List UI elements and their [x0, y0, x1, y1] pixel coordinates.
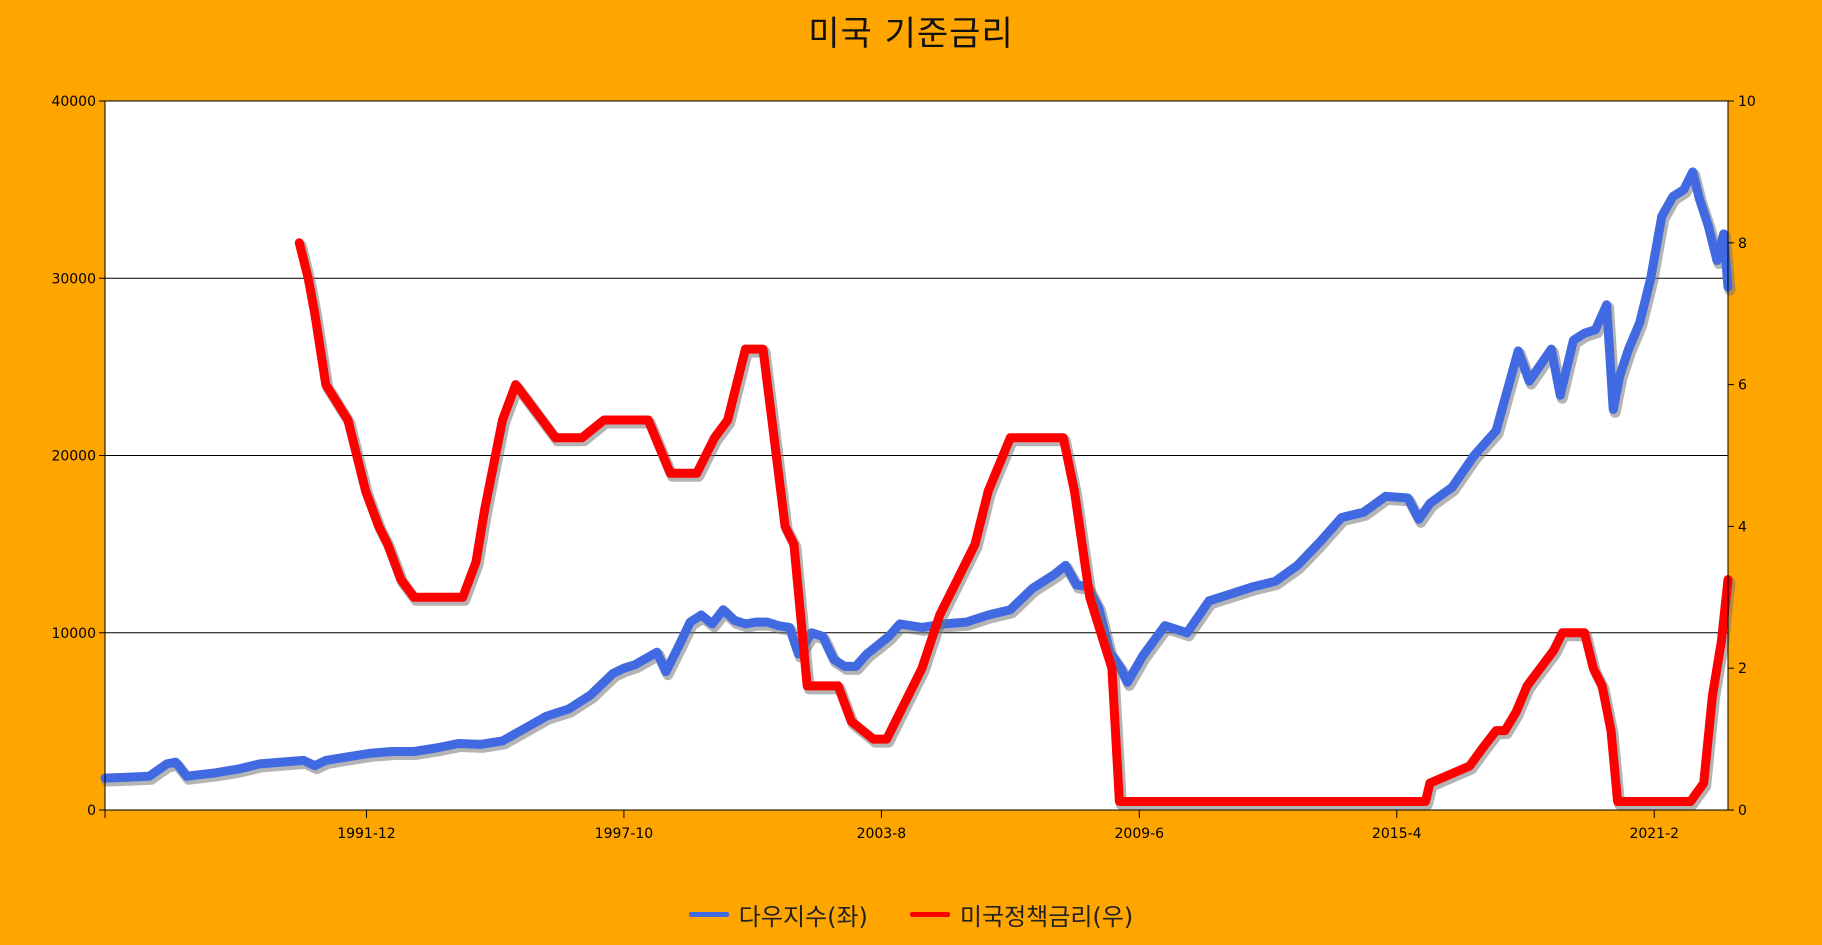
x-tick-label: 1991-12 — [337, 826, 396, 842]
x-tick-label: 2009-6 — [1115, 826, 1165, 842]
chart-title: 미국 기준금리 — [808, 14, 1014, 54]
y-left-tick-label: 20000 — [51, 449, 96, 465]
legend-swatch-rate — [909, 912, 950, 917]
legend-label-dow: 다우지수(좌) — [738, 903, 868, 931]
y-left-tick-label: 30000 — [51, 271, 96, 287]
y-right-tick-label: 10 — [1738, 94, 1756, 110]
x-tick-label: 2015-4 — [1372, 826, 1422, 842]
y-right-tick-label: 4 — [1738, 519, 1747, 535]
legend-item-rate: 미국정책금리(우) — [909, 897, 1134, 932]
y-left-tick-label: 10000 — [51, 626, 96, 642]
x-tick-label: 1997-10 — [595, 826, 654, 842]
y-right-tick-label: 0 — [1738, 803, 1747, 819]
x-tick-label: 2021-2 — [1629, 826, 1679, 842]
legend-item-dow: 다우지수(좌) — [688, 897, 868, 932]
axes: 0 10000 20000 30000 40000 0 2 4 6 8 10 1991-12 1997-… — [51, 94, 1755, 842]
series-line-1 — [294, 238, 1733, 806]
x-tick-label: 2003-8 — [857, 826, 907, 842]
y-right-tick-label: 8 — [1738, 236, 1747, 252]
y-right-tick-label: 6 — [1738, 378, 1747, 394]
series-layer — [100, 167, 1736, 810]
y-left-tick-label: 0 — [87, 803, 96, 819]
legend-swatch-dow — [688, 912, 729, 917]
y-left-tick-label: 40000 — [51, 94, 96, 110]
y-right-tick-label: 2 — [1738, 661, 1747, 677]
legend: 다우지수(좌) 미국정책금리(우) — [0, 897, 1822, 932]
legend-label-rate: 미국정책금리(우) — [959, 903, 1134, 931]
